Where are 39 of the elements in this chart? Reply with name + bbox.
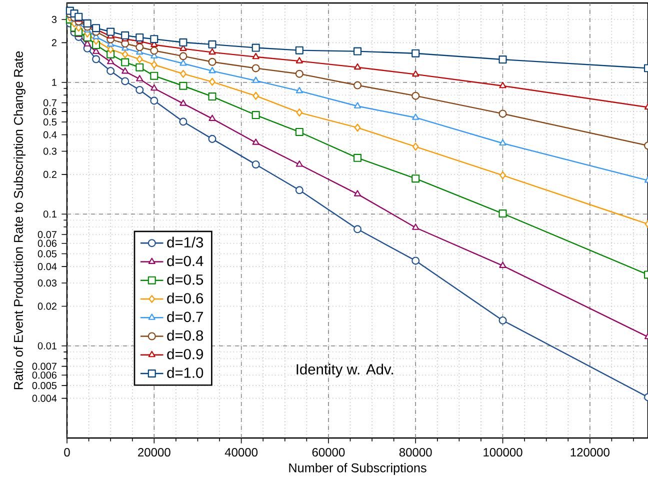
legend-label: d=0.7 xyxy=(167,311,203,322)
x-tick-label: 60000 xyxy=(312,448,345,457)
y-tick-label: 0.6 xyxy=(43,108,57,116)
y-tick-label: 0.4 xyxy=(43,131,57,138)
legend-label: d=0.9 xyxy=(167,348,204,360)
x-tick-label: 20000 xyxy=(138,448,170,457)
legend-label: d=0.5 xyxy=(167,274,204,285)
y-axis-title: Ratio of Event Production Rate to Subscription Change Rate xyxy=(14,51,26,390)
y-tick-label: 2 xyxy=(52,39,56,46)
y-tick-label: 0.03 xyxy=(38,279,57,287)
legend-label: d=0.4 xyxy=(167,255,204,266)
annotation: Identity w. Adv. xyxy=(296,364,393,378)
y-tick-label: 0.1 xyxy=(43,210,56,218)
legend-label: d=0.8 xyxy=(167,330,204,341)
y-tick-label: 0.004 xyxy=(32,394,57,402)
legend-label: d=0.6 xyxy=(167,292,204,304)
y-tick-label: 0.02 xyxy=(38,302,56,310)
y-tick-label: 0.05 xyxy=(38,250,57,258)
x-axis-title: Number of Subscriptions xyxy=(289,463,426,475)
x-tick-label: 0 xyxy=(64,448,70,457)
y-tick-label: 3 xyxy=(52,16,57,24)
x-tick-label: 40000 xyxy=(224,448,258,457)
legend-label: d=1/3 xyxy=(167,236,204,248)
y-tick-label: 0.7 xyxy=(43,99,56,106)
y-tick-label: 0.06 xyxy=(38,240,57,247)
y-tick-label: 1 xyxy=(52,78,56,86)
y-tick-label: 0.01 xyxy=(38,342,56,350)
y-tick-label: 0.5 xyxy=(43,118,57,126)
x-tick-label: 120000 xyxy=(570,448,610,457)
y-tick-label: 0.3 xyxy=(43,148,57,155)
x-tick-label: 80000 xyxy=(399,448,432,457)
x-tick-label: 100000 xyxy=(484,448,522,457)
y-tick-label: 0.04 xyxy=(38,263,57,270)
y-tick-label: 0.2 xyxy=(43,170,56,178)
legend-label: d=1.0 xyxy=(167,367,204,378)
y-tick-label: 0.007 xyxy=(32,362,56,370)
y-tick-label: 0.006 xyxy=(32,372,57,379)
y-tick-label: 0.07 xyxy=(38,230,56,238)
y-tick-label: 0.005 xyxy=(32,382,57,390)
